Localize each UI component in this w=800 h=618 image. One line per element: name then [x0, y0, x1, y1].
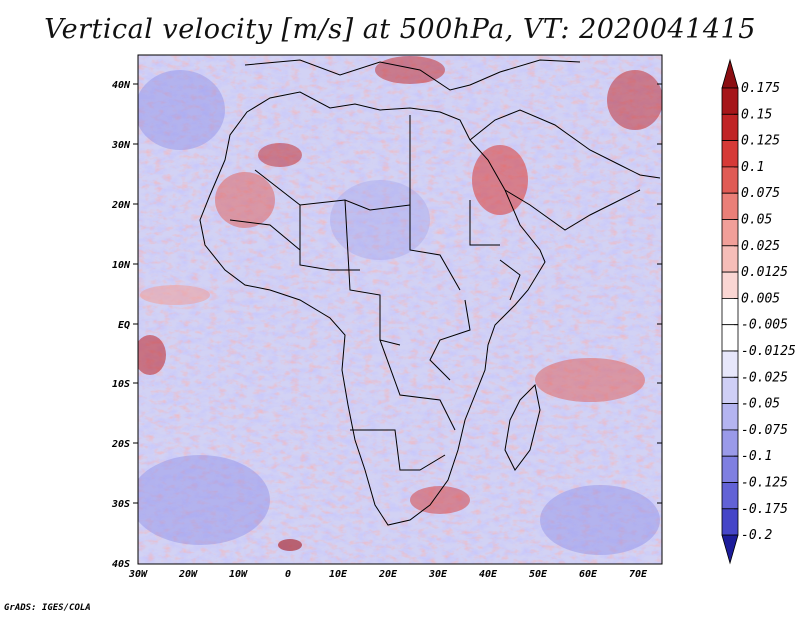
colorbar-swatch [721, 140, 739, 168]
lat-axis: 40N 30N 20N 10N EQ 10S 20S 30S 40S [111, 80, 662, 570]
colorbar: 0.175 0.15 0.125 0.1 0.075 0.05 0.025 0.0125 0.0… [721, 58, 796, 565]
colorbar-label: -0.05 [741, 397, 780, 412]
colorbar-swatch [721, 219, 739, 247]
colorbar-label: 0.125 [741, 134, 780, 149]
colorbar-label: -0.2 [741, 528, 772, 543]
lat-label-40s: 40S [112, 559, 130, 570]
colorbar-label: -0.025 [741, 370, 788, 385]
map-frame [137, 54, 663, 565]
colorbar-label: -0.0125 [741, 344, 796, 359]
colorbar-bottom-arrow [721, 534, 739, 565]
lon-label-70e: 70E [629, 569, 648, 580]
colorbar-swatch [721, 455, 739, 483]
colorbar-swatch [721, 297, 739, 326]
colorbar-swatch [721, 192, 739, 220]
lon-label-0: 0 [285, 569, 291, 580]
colorbar-label: -0.075 [741, 423, 788, 438]
lon-label-30w: 30W [128, 569, 148, 580]
colorbar-label: -0.125 [741, 476, 788, 491]
colorbar-swatch [721, 245, 739, 273]
colorbar-swatch [721, 429, 739, 457]
map-title: Vertical velocity [m/s] at 500hPa, VT: 2… [44, 14, 756, 45]
lat-label-10s: 10S [112, 379, 130, 390]
colorbar-label: 0.025 [741, 239, 780, 254]
colorbar-label: 0.075 [741, 186, 780, 201]
colorbar-label: 0.0125 [741, 265, 788, 280]
lon-axis: 30W 20W 10W 0 10E 20E 30E 40E 50E 60E 70… [128, 569, 648, 580]
colorbar-swatch [721, 87, 739, 115]
lon-label-40e: 40E [479, 569, 498, 580]
colorbar-swatch [721, 113, 739, 142]
credit-text: GrADS: IGES/COLA [4, 603, 91, 613]
colorbar-label: -0.175 [741, 502, 788, 517]
colorbar-label: -0.1 [741, 449, 772, 464]
lon-label-20e: 20E [378, 569, 398, 580]
lon-label-60e: 60E [579, 569, 598, 580]
colorbar-swatch [721, 166, 739, 194]
lat-label-20n: 20N [111, 200, 131, 211]
coastlines [199, 59, 661, 526]
colorbar-swatch [721, 271, 739, 299]
lon-label-50e: 50E [529, 569, 548, 580]
colorbar-top-arrow [721, 58, 739, 89]
colorbar-swatch [721, 376, 739, 404]
lon-label-20w: 20W [178, 569, 198, 580]
colorbar-label: 0.005 [741, 291, 780, 306]
lat-label-10n: 10N [112, 260, 131, 271]
lon-label-10e: 10E [329, 569, 348, 580]
colorbar-label: -0.005 [741, 318, 788, 333]
colorbar-swatch [721, 403, 739, 431]
lat-label-30s: 30S [111, 499, 130, 510]
colorbar-label: 0.175 [741, 81, 780, 96]
colorbar-label: 0.05 [741, 213, 772, 228]
colorbar-label: 0.15 [741, 107, 772, 122]
colorbar-swatch [721, 482, 739, 510]
lat-label-20s: 20S [111, 439, 130, 450]
lon-label-10w: 10W [229, 569, 248, 580]
colorbar-label: 0.1 [741, 160, 764, 175]
lon-label-30e: 30E [428, 569, 448, 580]
lat-label-40n: 40N [112, 80, 131, 91]
lat-label-30n: 30N [111, 140, 131, 151]
colorbar-swatch [721, 324, 739, 352]
lat-label-eq: EQ [118, 320, 130, 331]
colorbar-swatch [721, 350, 739, 378]
colorbar-swatch [721, 508, 739, 536]
velocity-field [138, 55, 662, 564]
